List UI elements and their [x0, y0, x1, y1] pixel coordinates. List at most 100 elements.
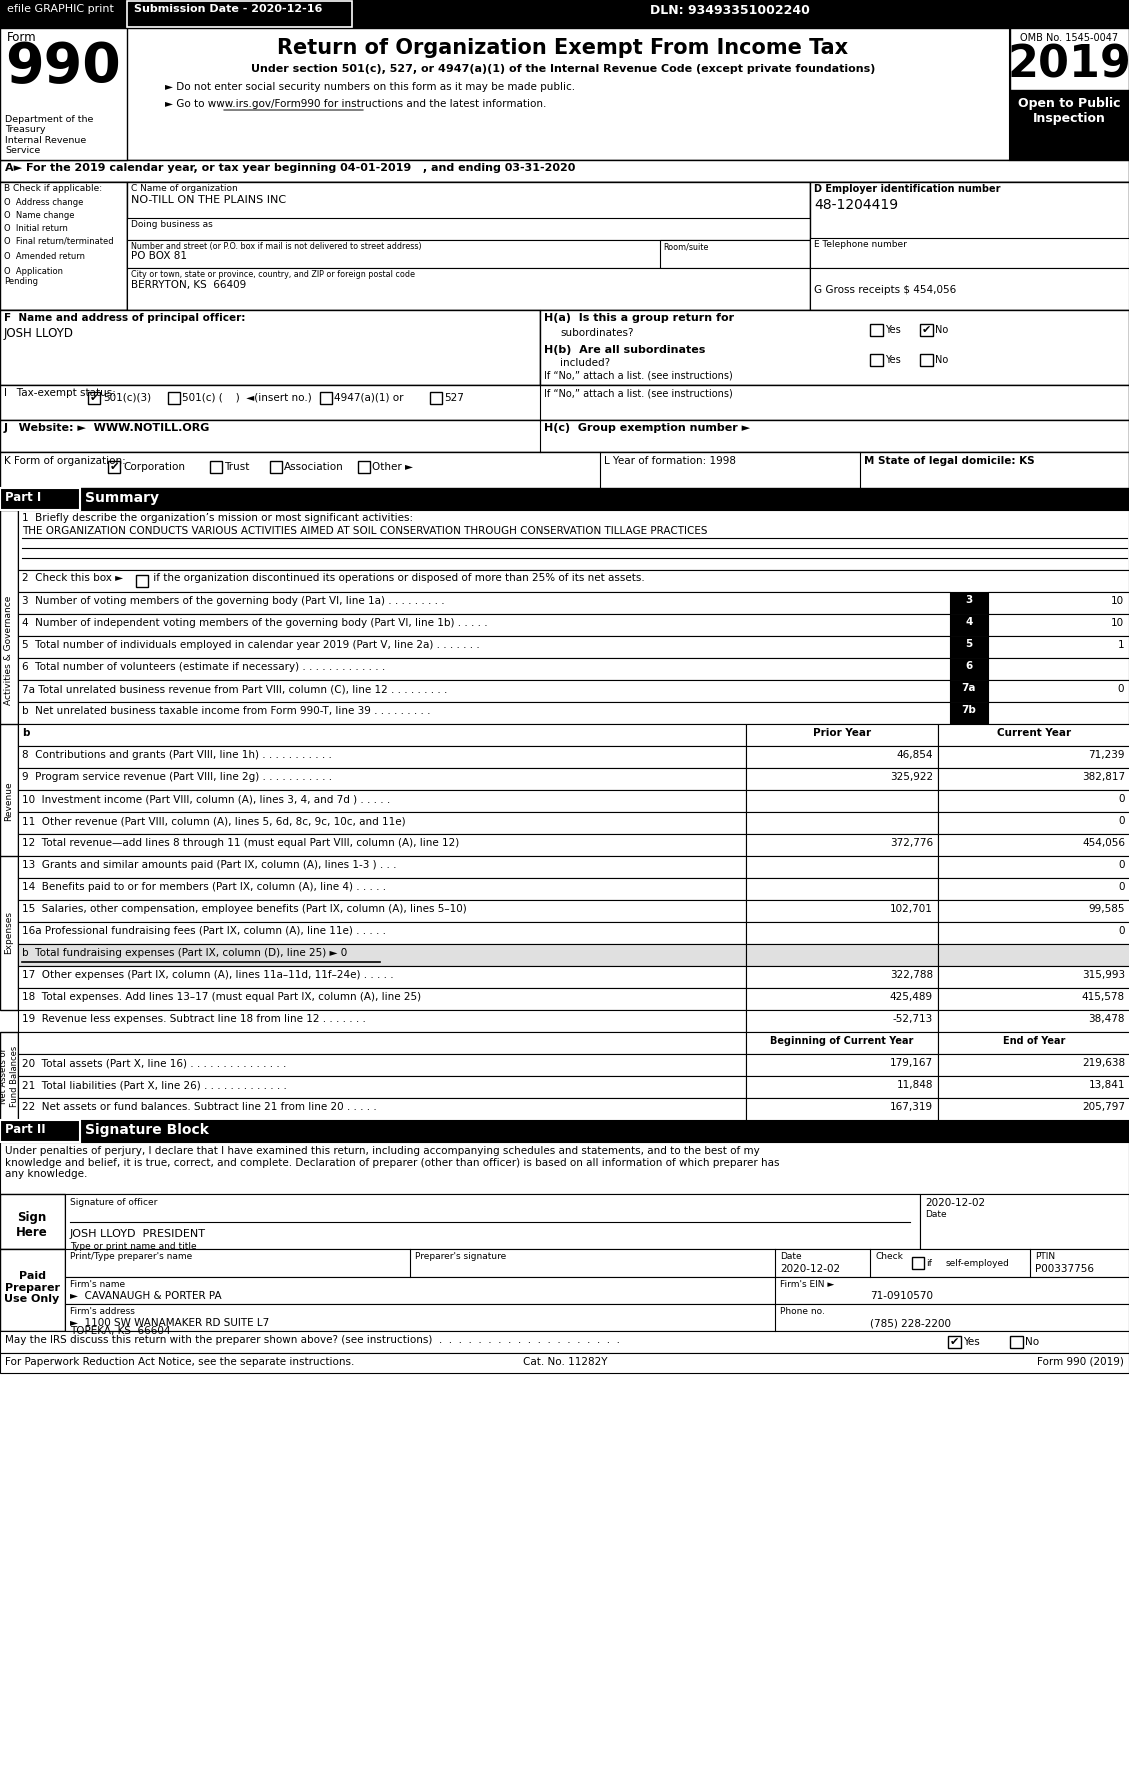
Text: 205,797: 205,797: [1082, 1101, 1124, 1112]
Text: O  Amended return: O Amended return: [5, 253, 85, 261]
Bar: [0, 1248, 65, 1331]
Text: 6: 6: [965, 661, 972, 672]
Text: 22  Net assets or fund balances. Subtract line 21 from line 20 . . . . .: 22 Net assets or fund balances. Subtract…: [21, 1101, 377, 1112]
Text: H(c)  Group exemption number ►: H(c) Group exemption number ►: [544, 423, 750, 433]
Bar: [1010, 29, 1129, 159]
Text: OMB No. 1545-0047: OMB No. 1545-0047: [1019, 32, 1118, 43]
Bar: [0, 1119, 1129, 1143]
Text: No: No: [935, 324, 948, 335]
Bar: [18, 878, 746, 901]
Bar: [988, 681, 1129, 702]
Text: 19  Revenue less expenses. Subtract line 18 from line 12 . . . . . . .: 19 Revenue less expenses. Subtract line …: [21, 1014, 366, 1024]
Text: THE ORGANIZATION CONDUCTS VARIOUS ACTIVITIES AIMED AT SOIL CONSERVATION THROUGH : THE ORGANIZATION CONDUCTS VARIOUS ACTIVI…: [21, 527, 708, 536]
Text: 7b: 7b: [962, 706, 977, 715]
Text: Cat. No. 11282Y: Cat. No. 11282Y: [523, 1358, 607, 1367]
Text: Prior Year: Prior Year: [813, 727, 872, 738]
Text: 8  Contributions and grants (Part VIII, line 1h) . . . . . . . . . . .: 8 Contributions and grants (Part VIII, l…: [21, 750, 332, 759]
Text: Firm's EIN ►: Firm's EIN ►: [780, 1281, 834, 1290]
Bar: [938, 989, 1129, 1010]
Text: Department of the
Treasury
Internal Revenue
Service: Department of the Treasury Internal Reve…: [5, 115, 94, 156]
Bar: [0, 1119, 80, 1143]
Text: 3: 3: [965, 595, 972, 605]
Text: self-employed: self-employed: [946, 1259, 1009, 1268]
Text: Form: Form: [7, 30, 36, 45]
Text: 2019: 2019: [1007, 45, 1129, 88]
Text: b: b: [21, 727, 29, 738]
Text: if the organization discontinued its operations or disposed of more than 25% of : if the organization discontinued its ope…: [150, 573, 645, 584]
Text: Yes: Yes: [963, 1338, 980, 1347]
Text: 990: 990: [5, 39, 121, 93]
Bar: [0, 310, 1129, 385]
Text: ✔: ✔: [110, 462, 120, 473]
Text: 16a Professional fundraising fees (Part IX, column (A), line 11e) . . . . .: 16a Professional fundraising fees (Part …: [21, 926, 386, 937]
Text: Expenses: Expenses: [5, 912, 14, 955]
Text: Firm's name: Firm's name: [70, 1281, 125, 1290]
Bar: [0, 856, 18, 1010]
Bar: [168, 392, 180, 405]
Bar: [746, 747, 938, 768]
Text: included?: included?: [560, 358, 610, 367]
Text: Signature of officer: Signature of officer: [70, 1198, 157, 1207]
Text: J   Website: ►  WWW.NOTILL.ORG: J Website: ► WWW.NOTILL.ORG: [5, 423, 210, 433]
Bar: [430, 392, 441, 405]
Bar: [126, 240, 809, 269]
Text: 99,585: 99,585: [1088, 904, 1124, 913]
Text: 3  Number of voting members of the governing body (Part VI, line 1a) . . . . . .: 3 Number of voting members of the govern…: [21, 596, 445, 605]
Text: JOSH LLOYD  PRESIDENT: JOSH LLOYD PRESIDENT: [70, 1229, 205, 1239]
Bar: [746, 835, 938, 856]
Bar: [0, 1195, 65, 1248]
Bar: [0, 183, 1129, 310]
Bar: [938, 1098, 1129, 1119]
Bar: [809, 183, 1129, 310]
Bar: [870, 355, 883, 365]
Bar: [938, 901, 1129, 922]
Text: Firm's address: Firm's address: [70, 1307, 134, 1316]
Bar: [938, 944, 1129, 965]
Bar: [126, 219, 809, 240]
Bar: [65, 1195, 920, 1248]
Bar: [938, 790, 1129, 811]
Text: 14  Benefits paid to or for members (Part IX, column (A), line 4) . . . . .: 14 Benefits paid to or for members (Part…: [21, 881, 386, 892]
Bar: [746, 1010, 938, 1032]
Text: G Gross receipts $ 454,056: G Gross receipts $ 454,056: [814, 285, 956, 296]
Text: 0: 0: [1119, 881, 1124, 892]
Text: ✔: ✔: [922, 324, 931, 335]
Text: 0: 0: [1119, 926, 1124, 937]
Bar: [920, 324, 933, 337]
Bar: [65, 1277, 1129, 1304]
Text: 11  Other revenue (Part VIII, column (A), lines 5, 6d, 8c, 9c, 10c, and 11e): 11 Other revenue (Part VIII, column (A),…: [21, 817, 405, 826]
Text: Yes: Yes: [885, 355, 901, 365]
Bar: [18, 768, 746, 790]
Text: TOPEKA, KS  66604: TOPEKA, KS 66604: [70, 1325, 170, 1336]
Text: 13  Grants and similar amounts paid (Part IX, column (A), lines 1-3 ) . . .: 13 Grants and similar amounts paid (Part…: [21, 860, 396, 870]
Bar: [0, 451, 1129, 487]
Text: 9  Program service revenue (Part VIII, line 2g) . . . . . . . . . . .: 9 Program service revenue (Part VIII, li…: [21, 772, 332, 783]
Bar: [0, 310, 540, 385]
Text: Revenue: Revenue: [5, 781, 14, 820]
Text: Preparer's signature: Preparer's signature: [415, 1252, 506, 1261]
Text: efile GRAPHIC print: efile GRAPHIC print: [7, 4, 114, 14]
Text: Beginning of Current Year: Beginning of Current Year: [770, 1035, 913, 1046]
Bar: [988, 702, 1129, 724]
Text: ► Go to www.irs.gov/Form990 for instructions and the latest information.: ► Go to www.irs.gov/Form990 for instruct…: [165, 99, 546, 109]
Bar: [0, 1032, 18, 1119]
Text: Form 990 (2019): Form 990 (2019): [1038, 1358, 1124, 1367]
Text: Summary: Summary: [85, 491, 159, 505]
Bar: [746, 790, 938, 811]
Text: 2020-12-02: 2020-12-02: [780, 1264, 840, 1273]
Text: Current Year: Current Year: [997, 727, 1071, 738]
Bar: [0, 724, 18, 878]
Bar: [949, 636, 988, 657]
Bar: [746, 944, 938, 965]
Text: b  Net unrelated business taxable income from Form 990-T, line 39 . . . . . . . : b Net unrelated business taxable income …: [21, 706, 430, 716]
Text: K Form of organization:: K Form of organization:: [5, 457, 125, 466]
Text: Phone no.: Phone no.: [780, 1307, 825, 1316]
Bar: [18, 1032, 746, 1053]
Bar: [949, 681, 988, 702]
Bar: [18, 1098, 746, 1119]
Text: 2  Check this box ►: 2 Check this box ►: [21, 573, 123, 584]
Text: Return of Organization Exempt From Income Tax: Return of Organization Exempt From Incom…: [278, 38, 849, 57]
Text: ✔: ✔: [90, 392, 99, 403]
Bar: [809, 269, 1129, 310]
Text: 13,841: 13,841: [1088, 1080, 1124, 1091]
